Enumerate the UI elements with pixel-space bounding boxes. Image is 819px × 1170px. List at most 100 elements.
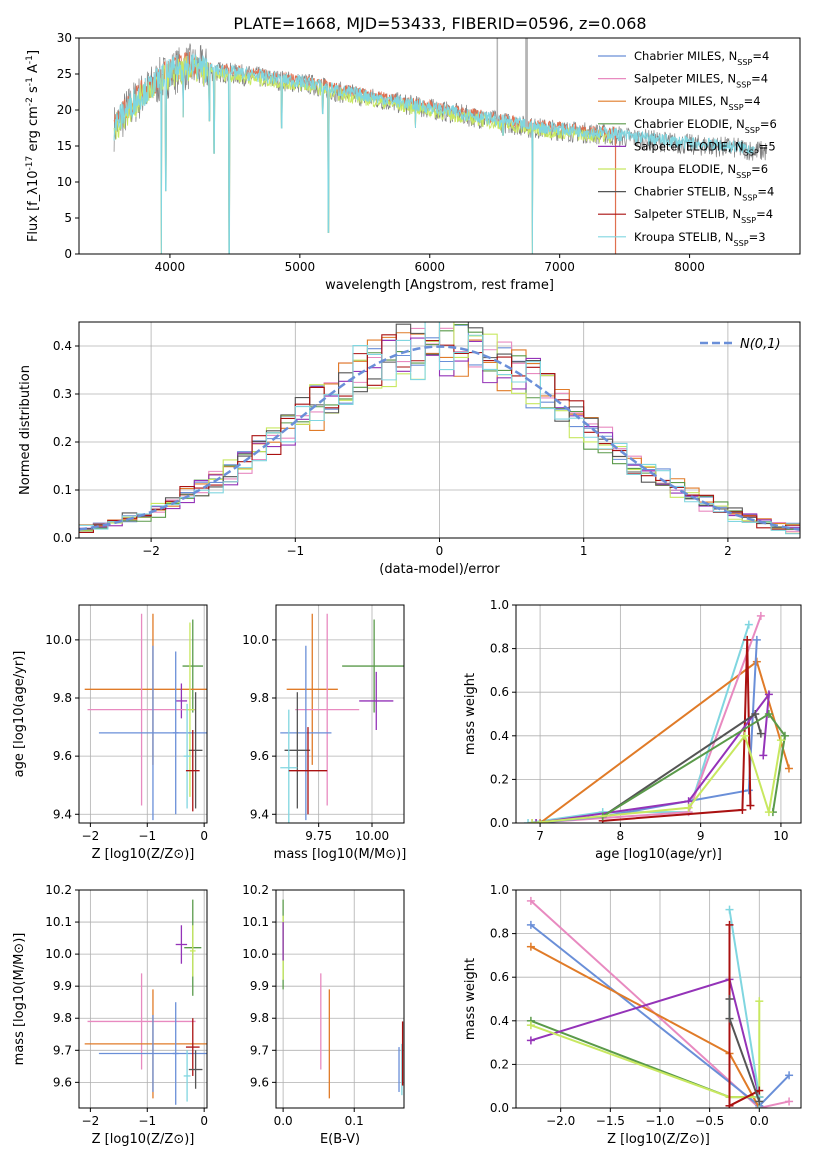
errorbar-point-blue: [98, 645, 207, 821]
weight-marker-pink: [526, 896, 535, 905]
plot-area-spectrum: [113, 38, 768, 254]
weight-marker-darkgray: [755, 1097, 764, 1106]
weight-marker-green: [780, 731, 789, 740]
y-tick-label: 9.6: [53, 749, 72, 763]
y-tick-label: 9.6: [250, 749, 269, 763]
y-tick-label: 5: [64, 211, 72, 225]
y-tick-label: 0.1: [53, 483, 72, 497]
weight-marker-blue: [785, 1071, 794, 1080]
y-tick-label: 1.0: [490, 883, 509, 897]
y-tick-label: 0.2: [490, 1057, 509, 1071]
weight-marker-darkred: [755, 1086, 764, 1095]
legend-label: Salpeter ELODIE, NSSP=5: [634, 139, 776, 157]
x-tick-label: 9: [697, 829, 705, 843]
y-tick-label: 0.6: [490, 685, 509, 699]
weight-marker-lime: [740, 731, 749, 740]
y-axis-label: mass weight: [463, 673, 478, 755]
figure-title: PLATE=1668, MJD=53433, FIBERID=0596, z=0…: [233, 14, 646, 33]
y-tick-label: 0.3: [53, 387, 72, 401]
errorbar-point-lime: [189, 925, 196, 977]
y-tick-label: 30: [57, 31, 72, 45]
y-tick-label: 10.0: [45, 947, 72, 961]
weight-marker-blue: [752, 635, 761, 644]
chart-panels: 4000 5000 6000 7000 8000051015202530waveleng…: [12, 31, 802, 1147]
y-tick-label: 25: [57, 67, 72, 81]
errorbar-point-blue: [280, 645, 332, 821]
weight-marker-orange: [784, 764, 793, 773]
y-tick-label: 9.8: [250, 1011, 269, 1025]
x-tick-label: 0.1: [345, 1114, 364, 1128]
y-tick-label: 0.8: [490, 927, 509, 941]
x-tick-label: 5000: [285, 260, 316, 274]
x-tick-label: 0.0: [750, 1114, 769, 1128]
y-tick-label: 0.8: [490, 642, 509, 656]
panel-massweight_vs_z: −2.0 −1.5 −1.0 −0.5 0.0 0.0 0.2 0.4 0.6 0.8 1.0 Z […: [463, 883, 802, 1147]
weight-marker-pink: [756, 611, 765, 620]
y-axis-label: Normed distribution: [18, 365, 33, 495]
weight-marker-cyan: [744, 620, 753, 629]
y-tick-label: 9.7: [53, 1043, 72, 1057]
x-tick-label: 7000: [544, 260, 575, 274]
errorbar-point-purple: [359, 671, 394, 730]
x-tick-label: −1: [138, 829, 156, 843]
plot-area-massweight_vs_age: [524, 611, 793, 823]
weight-marker-darkgray: [725, 1014, 734, 1023]
x-tick-label: 7: [536, 829, 544, 843]
plot-area-age_vs_mass: [280, 613, 404, 823]
weight-marker-darkred: [743, 635, 752, 644]
plot-area-mass_vs_z: [84, 899, 207, 1105]
weight-marker-lime: [526, 1021, 535, 1030]
weight-marker-blue: [526, 920, 535, 929]
weight-marker-darkred: [725, 1101, 734, 1108]
y-tick-label: 10.2: [45, 883, 72, 897]
weight-marker-darkred: [746, 801, 755, 810]
weight-marker-green: [764, 710, 773, 718]
y-tick-label: 10.0: [242, 633, 269, 647]
y-tick-label: 10.2: [242, 883, 269, 897]
y-tick-label: 9.4: [53, 807, 72, 821]
weight-marker-purple: [764, 690, 773, 699]
x-tick-label: −2: [82, 1114, 100, 1128]
x-axis-label: E(B-V): [320, 1132, 360, 1147]
weight-marker-darkgray: [725, 995, 734, 1003]
y-tick-label: 9.9: [53, 979, 72, 993]
errorbar-point-cyan: [280, 709, 298, 823]
x-axis-label: Z [log10(Z/Z⊙)]: [92, 1132, 195, 1147]
weight-line-blue: [535, 639, 758, 823]
y-axis-label: age [log10(age/yr)]: [12, 651, 27, 778]
y-tick-label: 10.0: [45, 633, 72, 647]
legend-label: Kroupa STELIB, NSSP=3: [634, 230, 766, 248]
x-tick-label: 10.00: [355, 829, 389, 843]
weight-marker-purple: [526, 1036, 535, 1045]
x-tick-label: 0: [200, 829, 208, 843]
y-tick-label: 1.0: [490, 598, 509, 612]
legend-label: Salpeter MILES, NSSP=4: [634, 72, 768, 90]
y-tick-label: 10.1: [45, 915, 72, 929]
x-tick-label: −1: [286, 544, 304, 558]
axes-frame: [515, 604, 802, 824]
weight-marker-lime: [755, 997, 764, 1006]
errorbar-point-darkred: [288, 727, 328, 815]
x-tick-label: −1.0: [645, 1114, 674, 1128]
residuals-legend: N(0,1): [700, 337, 781, 352]
errorbar-point-darkred: [185, 1018, 200, 1076]
x-tick-label: 6000: [414, 260, 445, 274]
x-tick-label: −0.5: [695, 1114, 724, 1128]
y-tick-label: 0.0: [490, 1101, 509, 1115]
y-tick-label: 9.8: [250, 691, 269, 705]
spectrum-model-line-stelib: [113, 53, 755, 254]
errorbar-point-pink: [87, 613, 196, 806]
panel-age_vs_z: −2 −1 0 9.4 9.6 9.8 10.0 Z [log10(Z/Z⊙)] age [lo…: [12, 604, 208, 862]
weight-marker-purple: [759, 751, 768, 760]
y-axis-label: mass weight: [463, 958, 478, 1040]
errorbar-point-darkgray: [188, 692, 203, 809]
legend-label: Chabrier ELODIE, NSSP=6: [634, 117, 777, 135]
weight-line-pink: [531, 615, 762, 823]
errorbar-point-green: [342, 619, 404, 713]
normal-distribution-curve: [79, 345, 800, 531]
legend-label: Chabrier MILES, NSSP=4: [634, 49, 769, 67]
weight-marker-cyan: [725, 905, 734, 914]
weight-marker-lime: [684, 803, 693, 812]
x-axis-label: (data-model)/error: [379, 562, 500, 577]
